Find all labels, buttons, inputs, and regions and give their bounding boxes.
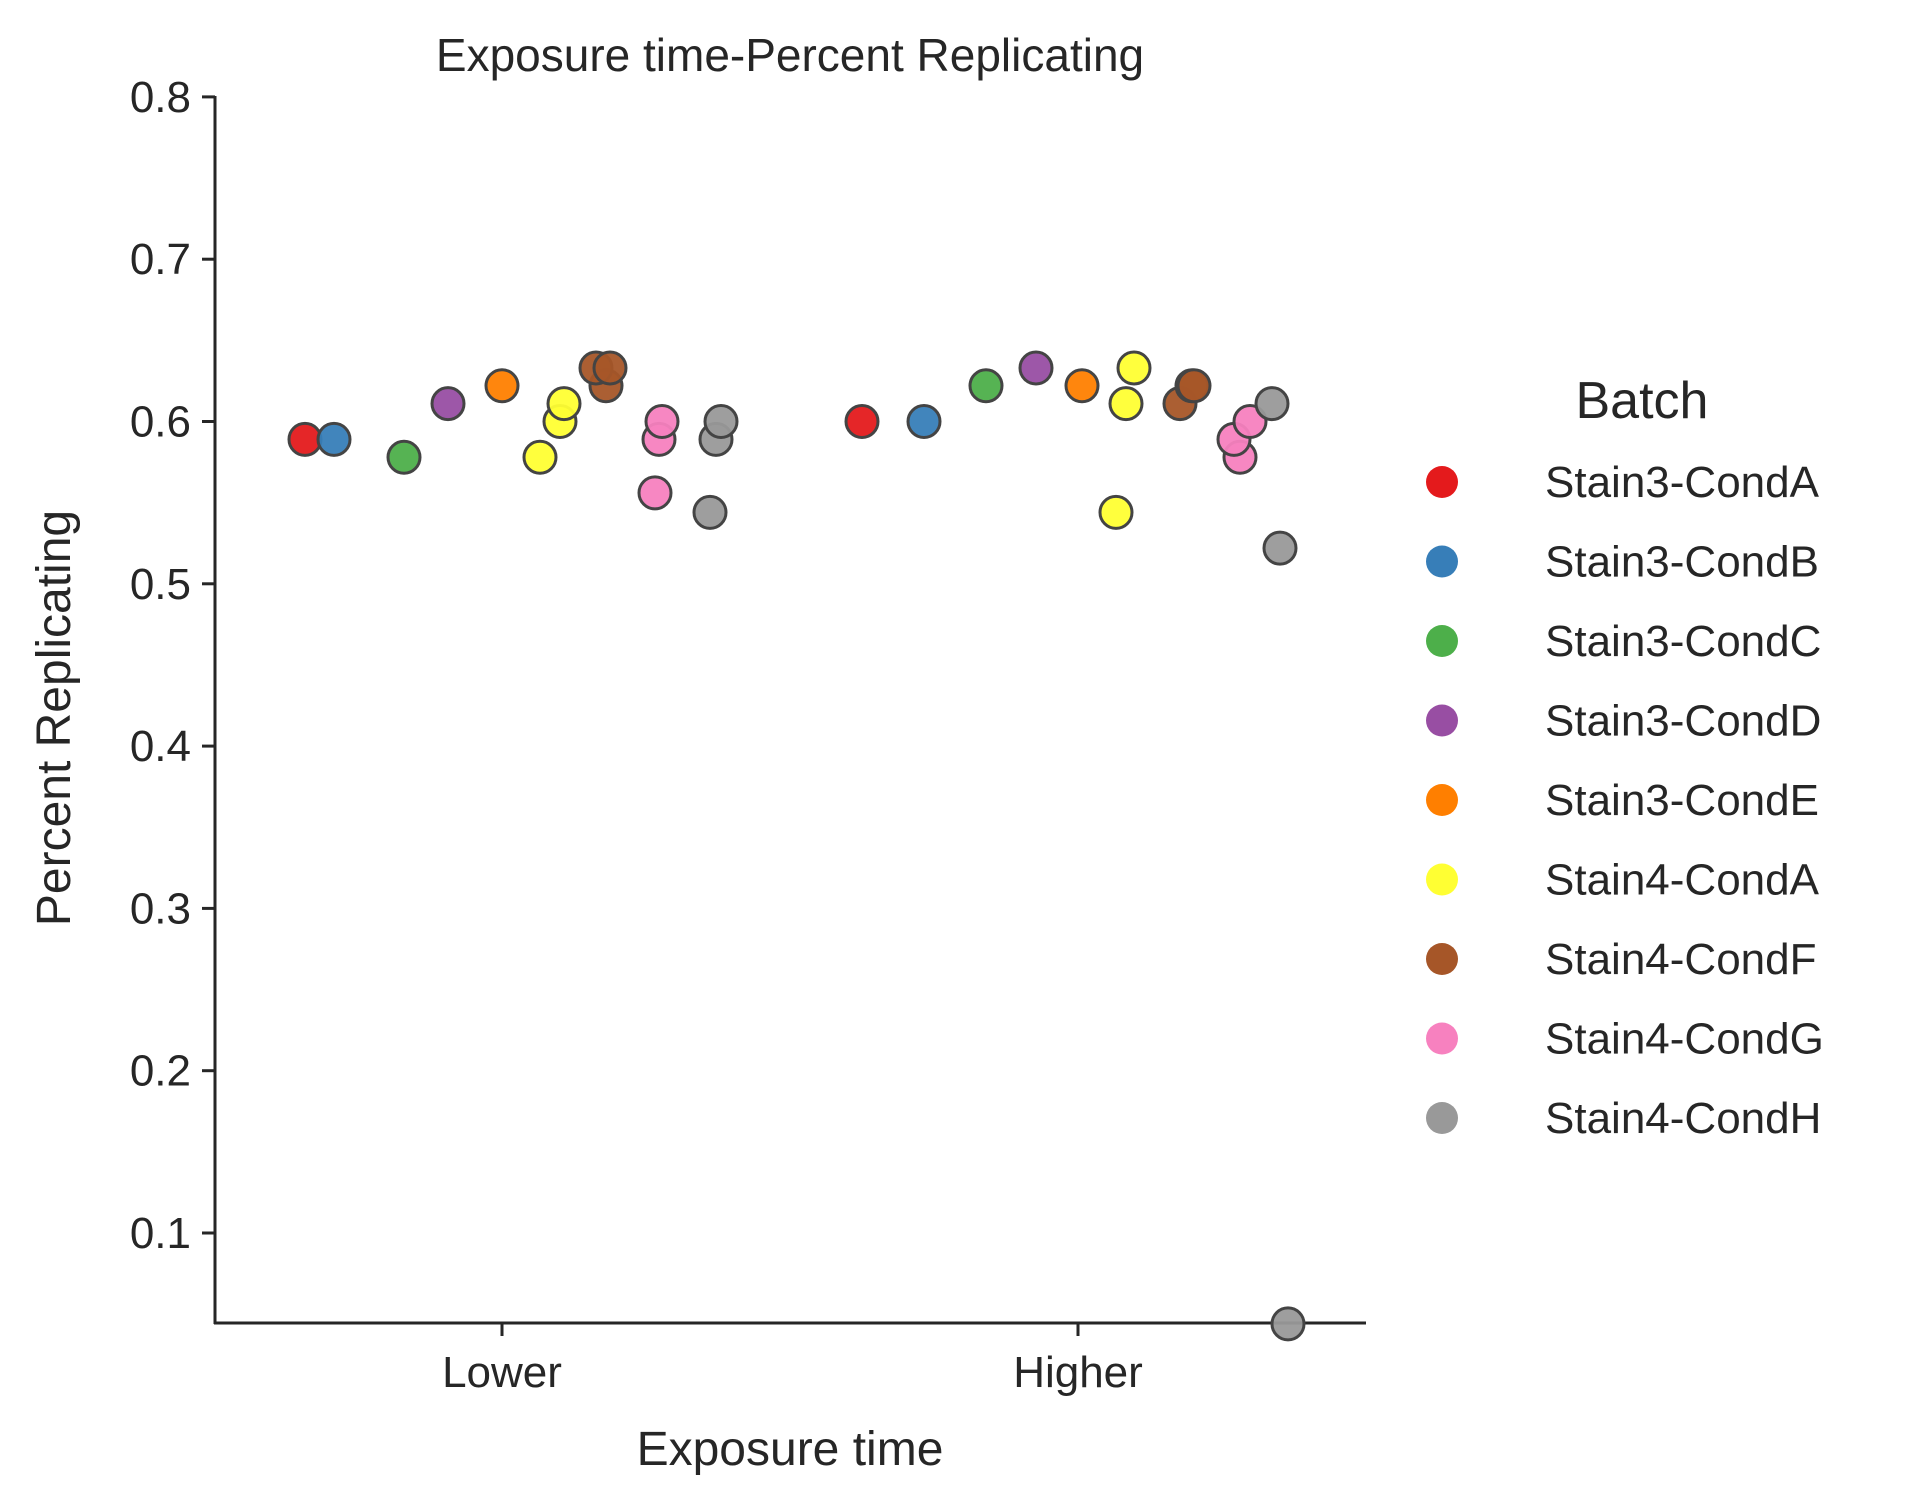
legend-marker xyxy=(1426,863,1458,896)
data-point xyxy=(906,404,942,439)
y-tick-label: 0.4 xyxy=(130,722,191,771)
legend-label: Stain3-CondB xyxy=(1545,538,1819,587)
legend-marker xyxy=(1426,943,1458,975)
data-point xyxy=(1270,1306,1306,1342)
data-point xyxy=(430,386,466,422)
legend-label: Stain4-CondF xyxy=(1545,935,1816,984)
data-point xyxy=(386,439,422,475)
data-point xyxy=(592,350,628,386)
x-tick-label: Lower xyxy=(442,1348,562,1397)
legend-marker xyxy=(1426,545,1458,578)
data-point xyxy=(522,439,558,475)
data-point xyxy=(546,386,582,422)
data-point xyxy=(1064,368,1100,404)
legend-label: Stain4-CondA xyxy=(1545,856,1820,905)
legend-label: Stain3-CondC xyxy=(1545,617,1821,666)
y-axis-title: Percent Replicating xyxy=(28,510,81,926)
legend-label: Stain4-CondH xyxy=(1545,1094,1821,1143)
data-point xyxy=(1262,530,1298,566)
legend-marker xyxy=(1426,704,1458,737)
data-point xyxy=(287,421,323,457)
legend-label: Stain3-CondD xyxy=(1545,697,1821,746)
legend-marker xyxy=(1426,1022,1458,1055)
legend-title: Batch xyxy=(1576,372,1709,430)
legend-label: Stain3-CondA xyxy=(1545,458,1820,507)
legend-label: Stain3-CondE xyxy=(1545,776,1819,825)
legend-marker xyxy=(1426,784,1458,816)
data-point xyxy=(968,368,1004,404)
y-tick-label: 0.7 xyxy=(130,235,191,284)
y-tick-label: 0.3 xyxy=(130,884,191,933)
y-tick-label: 0.8 xyxy=(130,73,191,122)
legend: Batch Stain3-CondA Stain3-CondB Stain3-Con… xyxy=(1426,372,1824,1143)
data-point xyxy=(1116,350,1152,386)
data-point xyxy=(316,421,352,457)
y-tick-label: 0.6 xyxy=(130,398,191,447)
legend-label: Stain4-CondG xyxy=(1545,1015,1824,1064)
chart-title: Exposure time-Percent Replicating xyxy=(436,29,1144,81)
data-point xyxy=(692,494,728,530)
y-tick-label: 0.1 xyxy=(130,1209,191,1258)
data-point xyxy=(1176,368,1212,404)
axes: 0.1 0.2 0.3 0.4 0.5 0.6 0.7 0.8 Lower Higher xyxy=(130,73,1366,1397)
data-point xyxy=(1098,494,1134,530)
legend-marker xyxy=(1426,625,1458,657)
data-point xyxy=(1108,386,1144,422)
data-point xyxy=(703,404,739,439)
x-axis-title: Exposure time xyxy=(637,1423,944,1476)
y-tick-label: 0.2 xyxy=(130,1047,191,1096)
y-tick-label: 0.5 xyxy=(130,560,191,609)
data-point xyxy=(1254,386,1290,422)
data-point xyxy=(1018,350,1054,386)
data-point xyxy=(644,404,680,439)
data-point xyxy=(484,368,520,404)
legend-marker xyxy=(1426,466,1458,498)
data-point xyxy=(637,475,673,511)
data-point xyxy=(844,404,880,439)
x-tick-label: Higher xyxy=(1013,1348,1143,1397)
data-points xyxy=(287,350,1306,1342)
legend-marker xyxy=(1426,1102,1458,1134)
